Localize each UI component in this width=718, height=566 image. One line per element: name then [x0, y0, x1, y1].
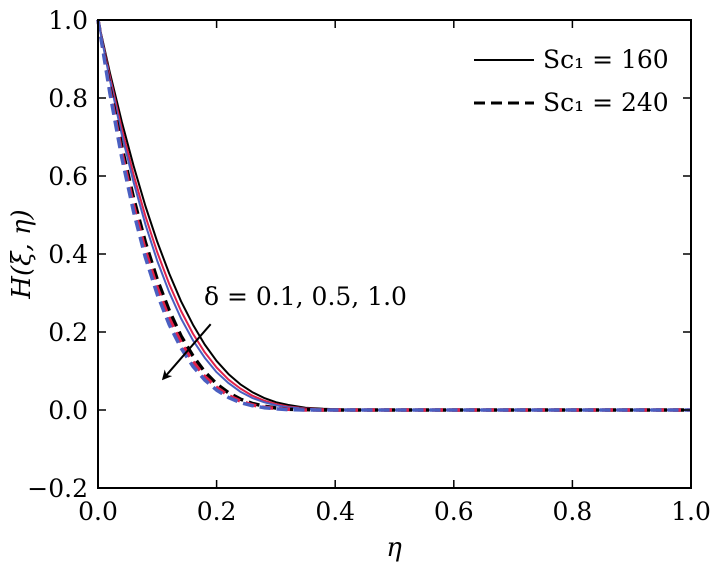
- series-layer: [96, 19, 691, 412]
- y-axis-title: H(ξ, η): [7, 209, 37, 299]
- y-tick-label: 0.0: [48, 396, 88, 425]
- series-line-sc240-delta-1: [96, 19, 691, 412]
- x-tick-label: 0.8: [553, 497, 593, 526]
- x-tick-label: 0.2: [197, 497, 237, 526]
- x-tick-label: 1.0: [671, 497, 711, 526]
- x-tick-label: 0.4: [315, 497, 355, 526]
- ticks-layer: 0.0 0.2 0.4 0.6 0.8 1.0−0.20.00.20.40.60.81.0: [27, 6, 711, 526]
- legend-label-dashed: Sc₁ = 240: [543, 88, 669, 117]
- y-tick-label: 1.0: [48, 6, 88, 35]
- legend: Sc₁ = 160 Sc₁ = 240: [474, 45, 669, 117]
- annotation-label: δ = 0.1, 0.5, 1.0: [204, 282, 407, 311]
- y-tick-label: 0.4: [48, 240, 88, 269]
- x-tick-label: 0.6: [434, 497, 474, 526]
- y-tick-label: −0.2: [27, 474, 88, 503]
- legend-label-solid: Sc₁ = 160: [543, 45, 669, 74]
- y-tick-label: 0.2: [48, 318, 88, 347]
- y-tick-label: 0.6: [48, 162, 88, 191]
- x-tick-label: 0.0: [78, 497, 118, 526]
- x-axis-title: η: [386, 533, 402, 563]
- annotation-arrow: [161, 323, 212, 381]
- y-tick-label: 0.8: [48, 84, 88, 113]
